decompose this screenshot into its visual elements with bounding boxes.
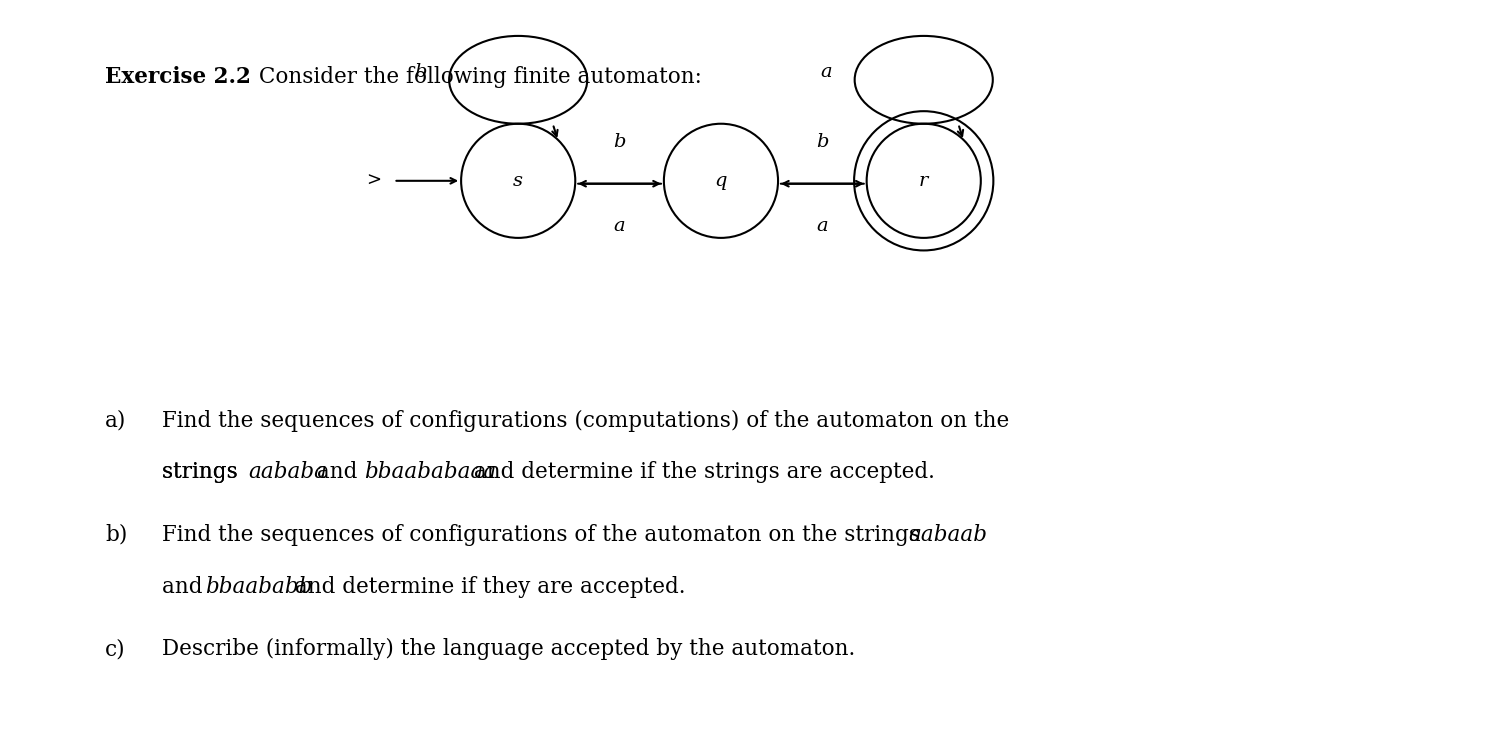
Text: strings: strings bbox=[162, 461, 245, 483]
Text: and: and bbox=[311, 461, 365, 483]
Text: and determine if the strings are accepted.: and determine if the strings are accepte… bbox=[467, 461, 936, 483]
Text: and determine if they are accepted.: and determine if they are accepted. bbox=[288, 576, 685, 598]
Text: a: a bbox=[817, 217, 828, 235]
Text: r: r bbox=[919, 172, 928, 190]
Text: bbaababaaa: bbaababaaa bbox=[365, 461, 497, 483]
Text: a): a) bbox=[105, 410, 126, 432]
Text: b: b bbox=[415, 63, 427, 81]
Text: b: b bbox=[613, 133, 626, 151]
Text: a: a bbox=[614, 217, 625, 235]
Text: Find the sequences of configurations (computations) of the automaton on the: Find the sequences of configurations (co… bbox=[162, 410, 1009, 432]
Text: strings: strings bbox=[162, 461, 245, 483]
Text: Consider the following finite automaton:: Consider the following finite automaton: bbox=[252, 66, 703, 89]
Text: and: and bbox=[162, 576, 210, 598]
Text: aababa: aababa bbox=[249, 461, 327, 483]
Text: Find the sequences of configurations of the automaton on the strings: Find the sequences of configurations of … bbox=[162, 524, 927, 546]
Text: c): c) bbox=[105, 638, 126, 661]
Text: Describe (informally) the language accepted by the automaton.: Describe (informally) the language accep… bbox=[162, 638, 856, 661]
Text: b): b) bbox=[105, 524, 128, 546]
Text: b: b bbox=[816, 133, 829, 151]
Text: >: > bbox=[366, 172, 382, 190]
Text: Exercise 2.2: Exercise 2.2 bbox=[105, 66, 251, 89]
Text: bbaababb: bbaababb bbox=[206, 576, 312, 598]
Text: a: a bbox=[820, 63, 832, 81]
Text: aabaab: aabaab bbox=[909, 524, 987, 546]
Text: s: s bbox=[514, 172, 523, 190]
Text: q: q bbox=[715, 172, 727, 190]
